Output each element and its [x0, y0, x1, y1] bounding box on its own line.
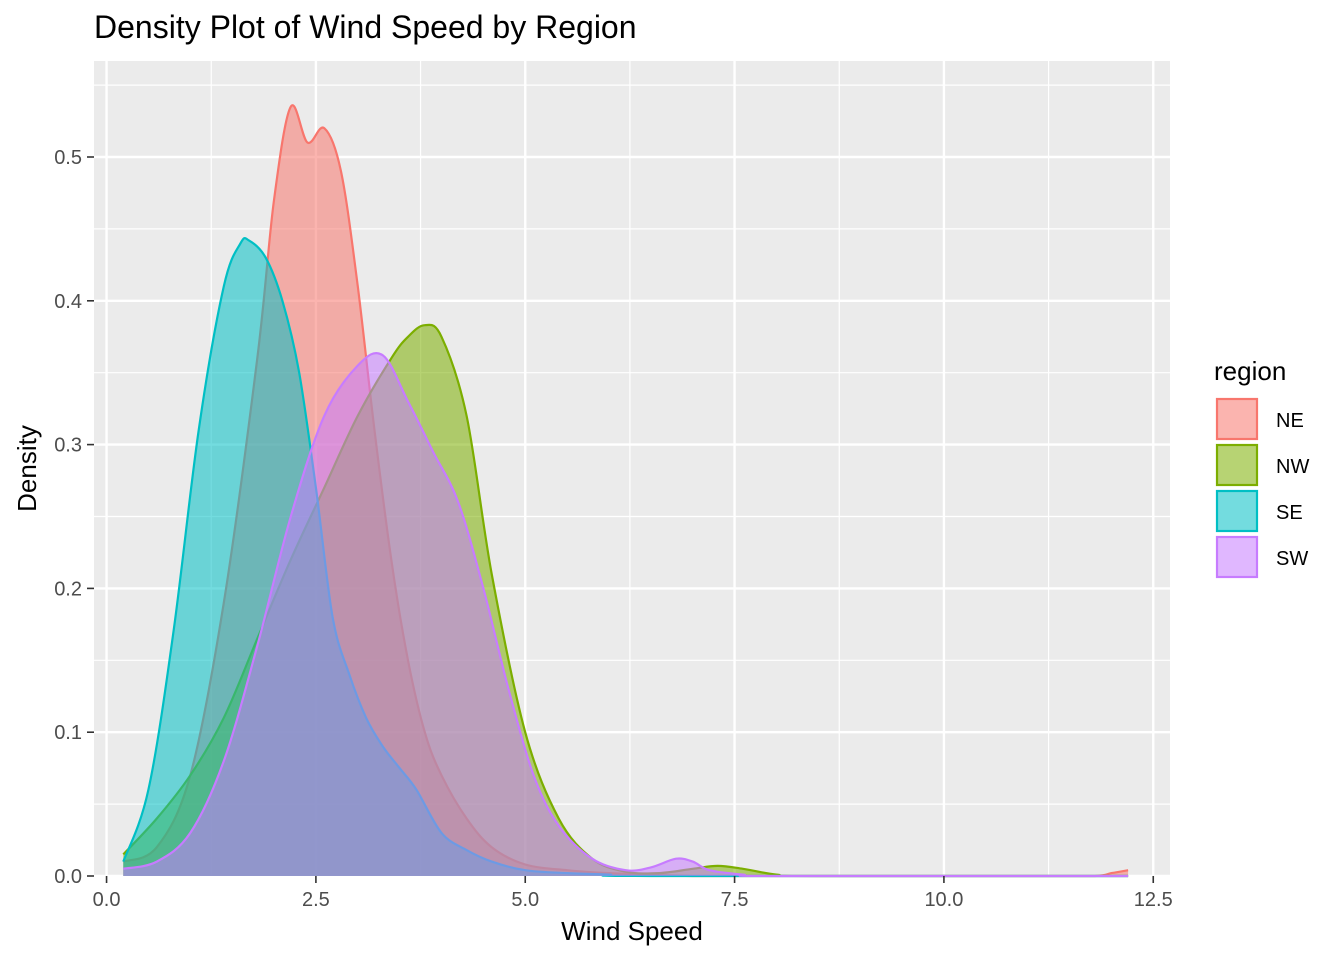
x-axis-title: Wind Speed	[561, 916, 703, 946]
y-tick-label: 0.3	[54, 435, 82, 457]
x-tick-label: 10.0	[924, 889, 963, 911]
y-tick-label: 0.4	[54, 291, 82, 313]
legend-items: NE NW SE SW	[1215, 397, 1309, 579]
density-areas	[122, 104, 1129, 878]
y-axis-title: Density	[12, 425, 42, 512]
y-tick-label: 0.1	[54, 722, 82, 744]
density-line-sw	[123, 351, 1129, 878]
chart-title: Density Plot of Wind Speed by Region	[94, 9, 637, 45]
x-tick-label: 12.5	[1134, 889, 1173, 911]
legend-key-ne	[1215, 397, 1259, 441]
x-tick-label: 2.5	[302, 889, 330, 911]
density-area-sw	[123, 353, 1129, 877]
legend-key-nw	[1215, 443, 1259, 487]
y-tick-label: 0.5	[54, 147, 82, 169]
legend-title: region	[1214, 356, 1286, 386]
legend-label-ne: NE	[1276, 410, 1304, 432]
x-axis: 0.0 2.5 5.0 7.5 10.0 12.5	[93, 876, 1173, 911]
x-tick-label: 0.0	[93, 889, 121, 911]
x-tick-label: 5.0	[511, 889, 539, 911]
legend: region NE NW SE SW	[1214, 356, 1309, 579]
legend-key-se	[1215, 489, 1259, 533]
x-tick-label: 7.5	[721, 889, 749, 911]
legend-label-sw: SW	[1276, 548, 1308, 570]
legend-label-nw: NW	[1276, 456, 1309, 478]
y-tick-label: 0.0	[54, 866, 82, 888]
legend-label-se: SE	[1276, 502, 1303, 524]
y-tick-label: 0.2	[54, 578, 82, 600]
legend-key-sw	[1215, 535, 1259, 579]
y-axis: 0.0 0.1 0.2 0.3 0.4 0.5	[54, 147, 94, 888]
